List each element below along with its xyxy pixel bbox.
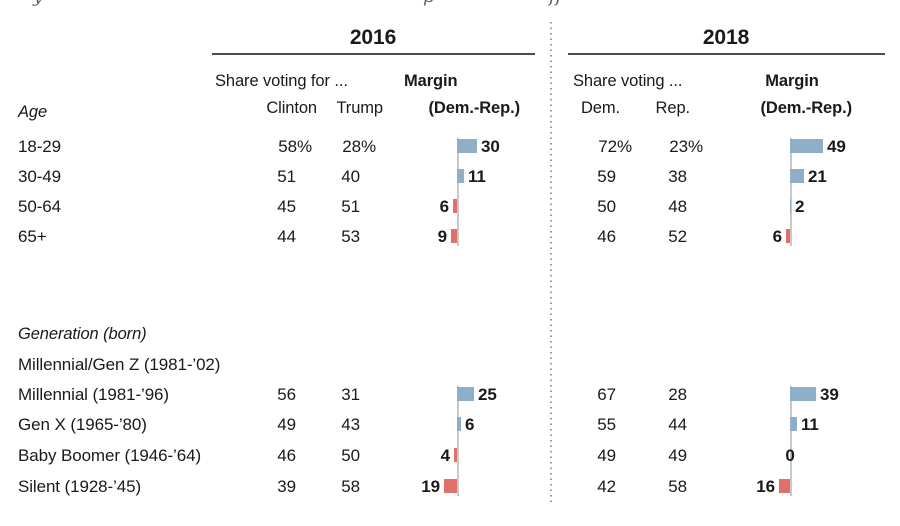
row-label: Baby Boomer (1946-’64) [18, 446, 202, 465]
margin-value: 30 [481, 137, 500, 156]
margin-label-2016: Margin [404, 72, 458, 90]
y2016-dem-value: 49 [277, 415, 296, 434]
cropped-text-fragment: p [423, 0, 435, 7]
zero-baseline [457, 386, 459, 496]
year-2016-title: 2016 [349, 26, 397, 49]
margin-value: 49 [827, 137, 846, 156]
y2016-rep-value: 50 [341, 446, 360, 465]
y2018-rep-value: 49 [668, 446, 687, 465]
y2016-rep-value: 53 [341, 227, 360, 246]
share-voting-label-2016: Share voting for ... [215, 72, 348, 90]
y2018-dem-value: 49 [597, 446, 616, 465]
margin-value: 6 [439, 197, 449, 216]
margin-value: 2 [795, 197, 805, 216]
y2016-dem-value: 51 [277, 167, 296, 186]
y2016-dem-value: 58% [278, 137, 312, 156]
margin-bar-dem [790, 199, 791, 213]
row-label: 50-64 [18, 197, 61, 216]
year-divider-dotted-line [550, 22, 552, 502]
zero-baseline [457, 138, 459, 246]
year-2018-rule [568, 53, 885, 55]
zero-baseline [790, 386, 792, 496]
y2016-rep-value: 58 [341, 477, 360, 496]
y2018-dem-value: 55 [597, 415, 616, 434]
cropped-text-fragment: y [33, 0, 43, 7]
margin-value: 19 [421, 477, 440, 496]
year-2018-title: 2018 [702, 26, 750, 49]
section-label-age: Age [18, 103, 48, 121]
y2018-dem-value: 46 [597, 227, 616, 246]
row-label: Silent (1928-’45) [18, 477, 142, 496]
margin-bar-dem [457, 387, 474, 401]
margin-bar-dem [790, 417, 797, 431]
year-2016-rule [212, 53, 535, 55]
margin-value: 39 [820, 385, 839, 404]
margin-bar-dem [790, 139, 823, 153]
y2018-dem-value: 72% [598, 137, 632, 156]
y2018-rep-value: 38 [668, 167, 687, 186]
margin-bar-dem [457, 139, 477, 153]
y2016-dem-value: 44 [277, 227, 296, 246]
row-label: 30-49 [18, 167, 61, 186]
y2016-dem-value: 46 [277, 446, 296, 465]
margin-value: 11 [801, 415, 819, 434]
col-dem-label: Dem. [580, 99, 620, 117]
margin-value: 16 [756, 477, 775, 496]
margin-label-2018: Margin [765, 72, 819, 90]
margin-value: 6 [772, 227, 782, 246]
row-label: 18-29 [18, 137, 61, 156]
cropped-text-fragment: ff [549, 0, 562, 7]
share-voting-label-2018: Share voting ... [573, 72, 683, 90]
margin-bar-dem [790, 387, 816, 401]
y2018-dem-value: 50 [597, 197, 616, 216]
y2018-rep-value: 23% [669, 137, 703, 156]
col-clinton-label: Clinton [266, 99, 317, 117]
margin-bar-dem [457, 169, 464, 183]
y2018-dem-value: 42 [597, 477, 616, 496]
y2016-dem-value: 45 [277, 197, 296, 216]
y2018-rep-value: 44 [668, 415, 687, 434]
margin-value: 0 [785, 446, 795, 465]
margin-bar-rep [454, 448, 457, 462]
y2018-dem-value: 67 [597, 385, 616, 404]
y2016-rep-value: 40 [341, 167, 360, 186]
y2018-rep-value: 28 [668, 385, 687, 404]
margin-bar-dem [457, 417, 461, 431]
margin-bar-rep [786, 229, 790, 243]
margin-bar-rep [779, 479, 790, 493]
row-label: Millennial (1981-’96) [18, 385, 169, 404]
row-label: Millennial/Gen Z (1981-’02) [18, 355, 221, 374]
margin-bar-rep [451, 229, 457, 243]
y2016-rep-value: 43 [341, 415, 360, 434]
margin-bar-rep [453, 199, 457, 213]
margin-sub-2018: (Dem.-Rep.) [760, 99, 853, 117]
margin-bar-dem [790, 169, 804, 183]
y2016-rep-value: 31 [341, 385, 360, 404]
y2016-rep-value: 28% [342, 137, 376, 156]
margin-value: 25 [478, 385, 497, 404]
margin-value: 11 [468, 167, 486, 186]
col-trump-label: Trump [336, 99, 383, 117]
y2016-dem-value: 39 [277, 477, 296, 496]
y2018-rep-value: 52 [668, 227, 687, 246]
margin-value: 9 [437, 227, 447, 246]
margin-value: 21 [808, 167, 827, 186]
margin-value: 6 [465, 415, 475, 434]
cropped-title-line: y p ff [0, 0, 900, 8]
row-label: 65+ [18, 227, 47, 246]
zero-baseline [790, 138, 792, 246]
y2018-rep-value: 58 [668, 477, 687, 496]
y2018-rep-value: 48 [668, 197, 687, 216]
y2016-rep-value: 51 [341, 197, 360, 216]
margin-sub-2016: (Dem.-Rep.) [428, 99, 521, 117]
row-label: Gen X (1965-’80) [18, 415, 147, 434]
col-rep-label: Rep. [655, 99, 691, 117]
margin-value: 4 [440, 446, 450, 465]
y2018-dem-value: 59 [597, 167, 616, 186]
margin-bar-rep [444, 479, 457, 493]
y2016-dem-value: 56 [277, 385, 296, 404]
section-label-generation: Generation (born) [18, 325, 147, 343]
